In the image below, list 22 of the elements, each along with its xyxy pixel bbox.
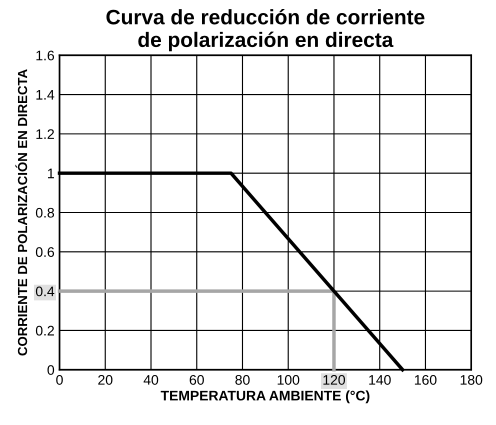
x-tick-label: 0 (56, 374, 63, 385)
y-tick-label: 0.8 (36, 208, 54, 218)
y-tick-label: 0.6 (36, 247, 54, 257)
y-tick-label: 0.2 (36, 326, 54, 336)
y-tick-label: 1.2 (36, 129, 54, 139)
y-tick-label: 0 (47, 365, 54, 375)
y-tick-label: 1 (48, 168, 54, 178)
y-tick-label: 0.4 (36, 286, 54, 296)
x-axis-title: TEMPERATURA AMBIENTE (°C) (160, 390, 370, 404)
x-tick-label: 80 (235, 374, 250, 385)
x-tick-label: 20 (98, 374, 112, 385)
x-tick-label: 40 (144, 374, 158, 385)
x-tick-label: 60 (190, 374, 204, 385)
x-tick-label: 160 (414, 374, 436, 385)
y-tick-label: 1.6 (36, 50, 54, 60)
x-tick-label: 180 (460, 374, 482, 385)
x-tick-label: 140 (369, 374, 391, 385)
y-tick-label: 1.4 (36, 90, 54, 100)
x-tick-label: 120 (323, 374, 346, 385)
x-tick-label: 100 (278, 374, 300, 385)
y-axis-title: CORRIENTE DE POLARIZACIÓN EN DIRECTA (15, 69, 28, 356)
chart-title: Curva de reducción de corriente de polarización en directa (106, 8, 424, 52)
